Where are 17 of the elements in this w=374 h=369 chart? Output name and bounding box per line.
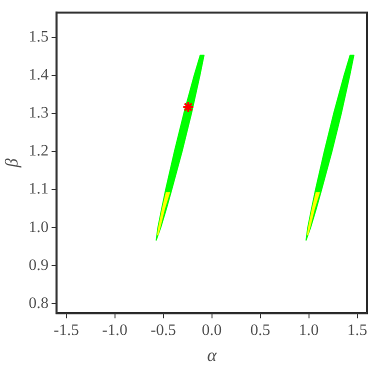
x-tick-label: 1.5 xyxy=(347,322,368,340)
y-tick-label: 0.9 xyxy=(28,256,49,274)
y-tick-label: 1.3 xyxy=(28,104,49,122)
x-tick-label: -0.5 xyxy=(150,322,176,340)
y-tick-label: 1.5 xyxy=(28,28,49,46)
y-tick-label: 0.8 xyxy=(28,294,49,312)
y-tick-label: 1.2 xyxy=(28,142,49,160)
x-tick-label: -1.0 xyxy=(102,322,128,340)
x-tick-label: -1.5 xyxy=(54,322,79,340)
x-tick-label: 0.5 xyxy=(250,322,270,340)
x-tick-label: 0.0 xyxy=(202,322,222,340)
x-tick-label: 1.0 xyxy=(298,322,319,340)
y-tick-label: 1.1 xyxy=(28,180,49,198)
y-tick-label: 1.4 xyxy=(28,66,49,84)
x-axis-title: α xyxy=(207,344,218,365)
y-tick-label: 1.0 xyxy=(28,218,49,236)
y-axis-title: β xyxy=(2,158,22,168)
